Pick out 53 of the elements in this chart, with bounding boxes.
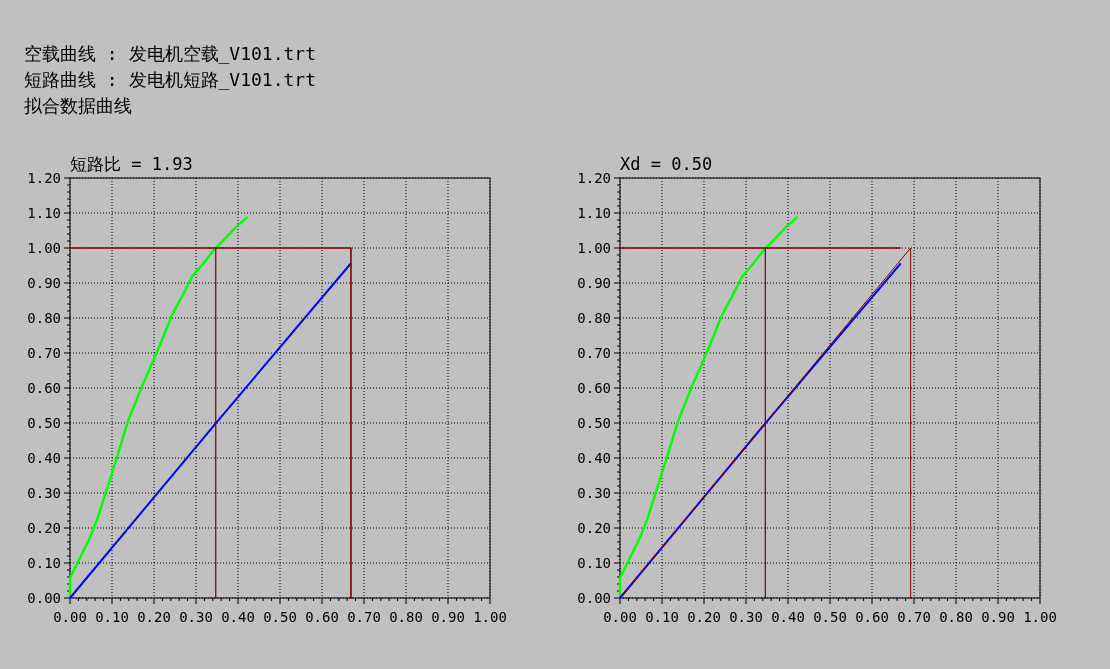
xtick: 0.90 bbox=[431, 609, 465, 625]
xtick: 0.90 bbox=[981, 609, 1015, 625]
xtick: 0.10 bbox=[95, 609, 129, 625]
ytick: 0.00 bbox=[577, 590, 611, 606]
annotation: 短路曲线 : 发电机短路_V101.trt bbox=[24, 69, 317, 90]
xtick: 0.10 bbox=[645, 609, 679, 625]
ytick: 0.20 bbox=[27, 520, 61, 536]
ytick: 1.00 bbox=[577, 240, 611, 256]
ytick: 0.10 bbox=[27, 555, 61, 571]
ytick: 0.60 bbox=[577, 380, 611, 396]
xtick: 0.50 bbox=[813, 609, 847, 625]
ytick: 1.00 bbox=[27, 240, 61, 256]
ytick: 0.80 bbox=[27, 310, 61, 326]
xtick: 1.00 bbox=[473, 609, 507, 625]
title: 短路比 = 1.93 bbox=[70, 154, 193, 174]
annotation: 空载曲线 : 发电机空载_V101.trt bbox=[24, 43, 317, 64]
ytick: 0.70 bbox=[27, 345, 61, 361]
xtick: 0.70 bbox=[347, 609, 381, 625]
xtick: 0.60 bbox=[305, 609, 339, 625]
xtick: 0.30 bbox=[729, 609, 763, 625]
xtick: 0.70 bbox=[897, 609, 931, 625]
xtick: 0.80 bbox=[389, 609, 423, 625]
ytick: 0.00 bbox=[27, 590, 61, 606]
ytick: 1.10 bbox=[27, 205, 61, 221]
annotation: 拟合数据曲线 bbox=[24, 95, 132, 116]
xtick: 0.20 bbox=[687, 609, 721, 625]
xtick: 0.00 bbox=[53, 609, 87, 625]
ytick: 0.40 bbox=[27, 450, 61, 466]
ytick: 0.20 bbox=[577, 520, 611, 536]
xtick: 0.40 bbox=[221, 609, 255, 625]
xtick: 0.60 bbox=[855, 609, 889, 625]
ytick: 1.20 bbox=[27, 170, 61, 186]
xtick: 0.80 bbox=[939, 609, 973, 625]
xtick: 0.00 bbox=[603, 609, 637, 625]
ytick: 0.80 bbox=[577, 310, 611, 326]
xtick: 0.40 bbox=[771, 609, 805, 625]
ytick: 0.10 bbox=[577, 555, 611, 571]
ytick: 0.70 bbox=[577, 345, 611, 361]
ytick: 0.90 bbox=[27, 275, 61, 291]
ytick: 0.50 bbox=[577, 415, 611, 431]
ytick: 0.40 bbox=[577, 450, 611, 466]
xtick: 1.00 bbox=[1023, 609, 1057, 625]
ytick: 0.60 bbox=[27, 380, 61, 396]
ytick: 0.90 bbox=[577, 275, 611, 291]
xtick: 0.20 bbox=[137, 609, 171, 625]
xtick: 0.50 bbox=[263, 609, 297, 625]
ytick: 0.30 bbox=[577, 485, 611, 501]
ytick: 0.50 bbox=[27, 415, 61, 431]
title: Xd = 0.50 bbox=[620, 154, 713, 174]
ytick: 1.10 bbox=[577, 205, 611, 221]
xtick: 0.30 bbox=[179, 609, 213, 625]
ytick: 1.20 bbox=[577, 170, 611, 186]
ytick: 0.30 bbox=[27, 485, 61, 501]
